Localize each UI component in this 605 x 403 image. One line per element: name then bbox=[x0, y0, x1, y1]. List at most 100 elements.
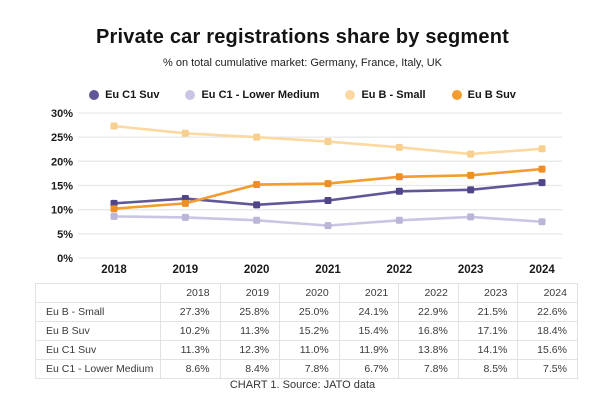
table-cell-value: 8.6% bbox=[160, 359, 221, 379]
legend-item-eu-b-small: Eu B - Small bbox=[345, 89, 426, 101]
table-cell-value: 16.8% bbox=[398, 321, 459, 341]
data-point-marker-eu-c1-suv bbox=[253, 201, 261, 209]
x-axis-tick-label: 2020 bbox=[244, 264, 270, 276]
table-header-year: 2020 bbox=[279, 283, 340, 303]
data-point-marker-eu-b-small bbox=[538, 145, 546, 153]
x-axis-tick-label: 2023 bbox=[458, 264, 484, 276]
table-row: Eu B - Small 27.3% 25.8% 25.0% 24.1% 22.9% 21.… bbox=[35, 302, 578, 322]
x-axis-tick-label: 2024 bbox=[529, 264, 555, 276]
y-axis-tick-label: 15% bbox=[51, 181, 73, 193]
y-axis-tick-label: 5% bbox=[57, 229, 73, 241]
source-caption: CHART 1. Source: JATO data bbox=[229, 379, 376, 391]
legend-item-eu-c1-lower-medium: Eu C1 - Lower Medium bbox=[185, 89, 319, 101]
table-cell-value: 10.2% bbox=[160, 321, 221, 341]
data-point-marker-eu-c1-suv bbox=[110, 199, 118, 207]
table-cell-value: 22.6% bbox=[517, 302, 578, 322]
table-row: Eu C1 - Lower Medium 8.6% 8.4% 7.8% 6.7% 7.8%… bbox=[35, 359, 578, 379]
table-cell-value: 22.9% bbox=[398, 302, 459, 322]
table-row: Eu C1 Suv 11.3% 12.3% 11.0% 11.9% 13.8% 14.1% 1… bbox=[35, 340, 578, 360]
data-point-marker-eu-c1-lower-medium bbox=[181, 213, 189, 221]
table-cell-value: 13.8% bbox=[398, 340, 459, 360]
data-table: 2018 2019 2020 2021 2022 2023 2024 Eu B - Small… bbox=[35, 283, 578, 379]
data-point-marker-eu-c1-suv bbox=[538, 179, 546, 187]
data-point-marker-eu-b-small bbox=[395, 143, 403, 151]
y-axis-tick-label: 10% bbox=[51, 205, 73, 217]
table-row: Eu B Suv 10.2% 11.3% 15.2% 15.4% 16.8% 17.1% 18… bbox=[35, 321, 578, 341]
data-point-marker-eu-c1-suv bbox=[395, 187, 403, 195]
data-point-marker-eu-b-suv bbox=[253, 181, 261, 189]
legend-item-eu-b-suv: Eu B Suv bbox=[451, 89, 516, 101]
table-header-year: 2023 bbox=[457, 283, 519, 303]
table-cell-value: 12.3% bbox=[219, 340, 281, 360]
data-point-marker-eu-c1-lower-medium bbox=[253, 216, 261, 224]
data-point-marker-eu-b-small bbox=[324, 138, 332, 146]
table-cell-value: 8.4% bbox=[219, 359, 281, 379]
data-point-marker-eu-c1-lower-medium bbox=[538, 218, 546, 226]
legend-label: Eu C1 Suv bbox=[105, 89, 160, 101]
table-cell-value: 27.3% bbox=[160, 302, 221, 322]
y-axis-tick-label: 25% bbox=[51, 132, 73, 144]
table-header-year: 2018 bbox=[160, 283, 221, 303]
table-row-label: Eu C1 Suv bbox=[35, 340, 161, 360]
data-point-marker-eu-c1-lower-medium bbox=[395, 216, 403, 224]
y-axis-tick-label: 0% bbox=[57, 253, 73, 265]
legend-label: Eu B - Small bbox=[361, 89, 426, 101]
line-chart: 0% 5% 10% 15% 20% 25% 30% 2018 2019 2020 2021 2022 2… bbox=[51, 108, 562, 276]
data-point-marker-eu-b-suv bbox=[395, 173, 403, 181]
chart-legend: Eu C1 Suv Eu C1 - Lower Medium Eu B - Smal… bbox=[0, 89, 605, 101]
legend-label: Eu B Suv bbox=[467, 89, 516, 101]
table-cell-value: 11.0% bbox=[279, 340, 340, 360]
series-eu-b-suv bbox=[110, 165, 546, 213]
table-cell-value: 7.8% bbox=[398, 359, 459, 379]
data-point-marker-eu-c1-suv bbox=[467, 186, 475, 194]
table-header-year: 2019 bbox=[219, 283, 281, 303]
table-cell-value: 15.4% bbox=[338, 321, 400, 341]
x-axis-tick-label: 2018 bbox=[101, 264, 127, 276]
table-cell-value: 17.1% bbox=[457, 321, 519, 341]
legend-dot-icon bbox=[345, 90, 356, 100]
table-cell-value: 11.3% bbox=[160, 340, 221, 360]
data-point-marker-eu-c1-lower-medium bbox=[467, 213, 475, 221]
x-axis-tick-label: 2022 bbox=[387, 264, 413, 276]
table-cell-value: 11.3% bbox=[219, 321, 281, 341]
legend-dot-icon bbox=[89, 90, 100, 100]
table-cell-value: 18.4% bbox=[517, 321, 578, 341]
series-eu-b-small bbox=[110, 122, 546, 158]
data-point-marker-eu-b-small bbox=[467, 150, 475, 158]
table-header-empty bbox=[35, 283, 161, 303]
legend-item-eu-c1-suv: Eu C1 Suv bbox=[89, 89, 159, 101]
table-cell-value: 25.0% bbox=[279, 302, 340, 322]
y-axis-tick-label: 30% bbox=[51, 108, 73, 120]
legend-label: Eu C1 - Lower Medium bbox=[201, 89, 320, 101]
table-cell-value: 7.5% bbox=[517, 359, 578, 379]
x-axis-tick-label: 2019 bbox=[173, 264, 199, 276]
data-point-marker-eu-b-small bbox=[181, 129, 189, 137]
table-cell-value: 25.8% bbox=[219, 302, 281, 322]
table-cell-value: 15.6% bbox=[517, 340, 578, 360]
data-point-marker-eu-c1-suv bbox=[324, 196, 332, 204]
table-cell-value: 15.2% bbox=[279, 321, 340, 341]
table-header-year: 2022 bbox=[398, 283, 459, 303]
table-header-row: 2018 2019 2020 2021 2022 2023 2024 bbox=[35, 283, 578, 303]
table-row-label: Eu B - Small bbox=[35, 302, 161, 322]
legend-dot-icon bbox=[185, 90, 196, 100]
data-point-marker-eu-b-small bbox=[253, 133, 261, 141]
data-point-marker-eu-b-suv bbox=[538, 165, 546, 173]
table-cell-value: 21.5% bbox=[457, 302, 519, 322]
y-axis-tick-label: 20% bbox=[51, 156, 73, 168]
table-row-label: Eu B Suv bbox=[35, 321, 161, 341]
table-cell-value: 7.8% bbox=[279, 359, 340, 379]
data-point-marker-eu-b-suv bbox=[110, 205, 118, 213]
table-cell-value: 6.7% bbox=[338, 359, 400, 379]
data-point-marker-eu-b-suv bbox=[467, 171, 475, 179]
table-row-label: Eu C1 - Lower Medium bbox=[35, 359, 161, 379]
data-point-marker-eu-b-small bbox=[110, 122, 118, 130]
data-point-marker-eu-b-suv bbox=[181, 199, 189, 207]
series-eu-c1-lower-medium bbox=[110, 212, 546, 230]
table-cell-value: 24.1% bbox=[338, 302, 400, 322]
legend-dot-icon bbox=[451, 90, 462, 100]
chart-subtitle: % on total cumulative market: Germany, F… bbox=[163, 57, 442, 69]
table-cell-value: 14.1% bbox=[457, 340, 519, 360]
series-eu-c1-suv bbox=[110, 179, 546, 209]
